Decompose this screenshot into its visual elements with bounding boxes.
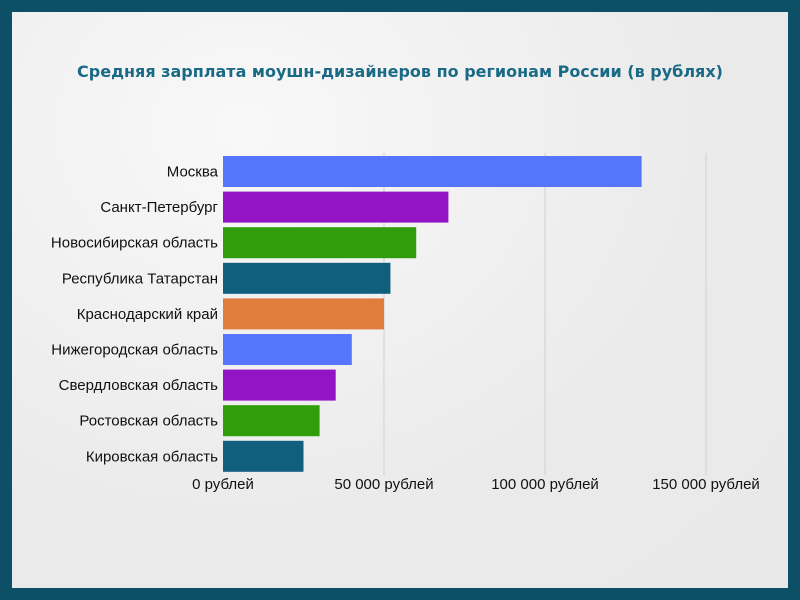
bar [223,227,417,259]
category-label: Нижегородская область [51,342,218,359]
category-label: Кировская область [86,448,218,465]
bar [223,440,304,472]
x-tick-label: 50 000 рублей [334,476,433,493]
x-tick-label: 0 рублей [192,476,254,493]
category-labels: Москва Санкт-Петербург Новосибирская облас… [51,164,219,466]
category-label: Республика Татарстан [62,270,218,287]
bar [223,334,352,365]
chart-title: Средняя зарплата моушн-дизайнеров по рег… [77,62,723,81]
category-label: Санкт-Петербург [100,199,218,216]
bar [223,405,320,437]
bar [223,191,449,223]
bar [223,262,391,294]
bars [223,156,642,472]
chart-frame [12,12,788,588]
x-tick-label: 100 000 рублей [491,476,599,493]
bar [223,156,642,187]
tick-labels: 0 рублей 50 000 рублей 100 000 рублей 150 0… [192,476,760,493]
category-label: Краснодарский край [77,306,218,323]
category-label: Новосибирская область [51,235,218,252]
category-label: Свердловская область [59,377,219,394]
category-label: Москва [167,164,219,181]
x-tick-label: 150 000 рублей [652,476,760,493]
bar [223,298,384,330]
bar [223,369,336,401]
category-label: Ростовская область [79,413,218,430]
